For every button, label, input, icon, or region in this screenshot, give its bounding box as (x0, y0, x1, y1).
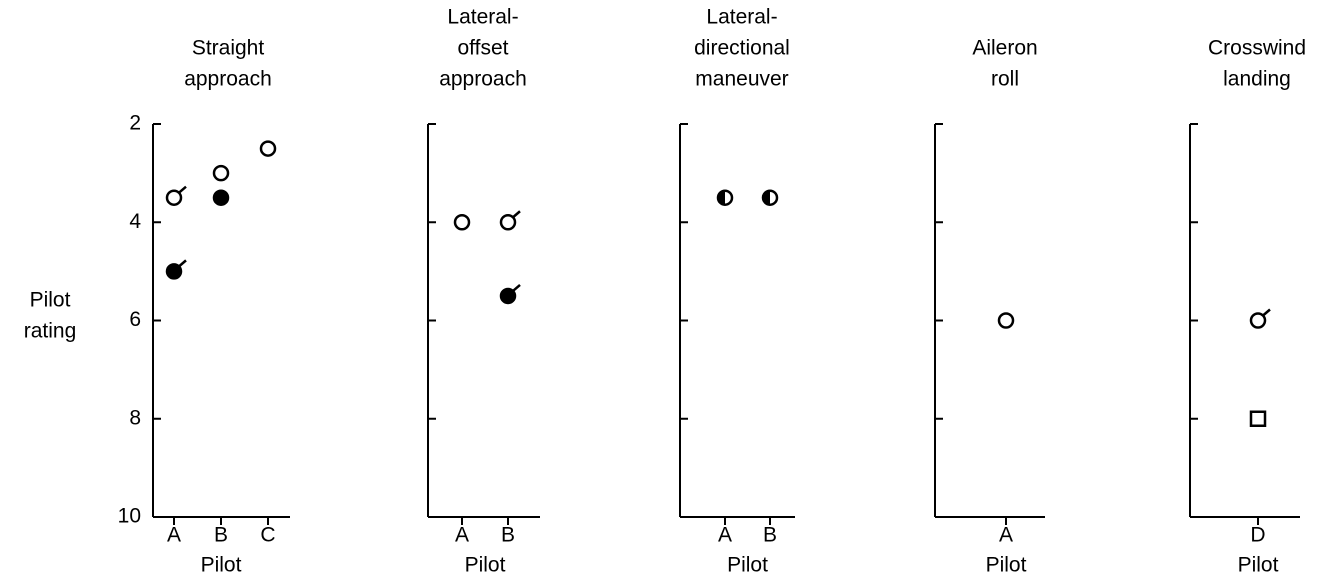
chart-title: Aileron (972, 37, 1037, 60)
chart-title: directional (694, 37, 790, 60)
marker-circle (259, 140, 277, 157)
chart-title: roll (991, 68, 1019, 91)
point (1249, 308, 1271, 329)
chart-title: approach (184, 68, 272, 91)
marker-circle (499, 214, 517, 231)
x-tick-label: B (763, 524, 777, 547)
x-tick-label: B (214, 524, 228, 547)
point (165, 259, 187, 280)
marker-half (718, 190, 725, 205)
marker-circle (499, 287, 517, 305)
x-tick-label: A (718, 524, 732, 547)
chart-title: landing (1223, 68, 1291, 91)
chart-title: Straight (192, 37, 265, 60)
point (453, 214, 471, 231)
chart-title: maneuver (695, 68, 788, 91)
chart-title: approach (439, 68, 527, 91)
y-axis-label: rating (24, 320, 77, 343)
flag (512, 210, 521, 219)
marker-circle (453, 214, 471, 231)
x-axis-label: Pilot (986, 554, 1027, 577)
point (499, 283, 521, 305)
y-tick-label: 10 (118, 505, 141, 528)
chart-title: Crosswind (1208, 37, 1306, 60)
point (716, 189, 734, 206)
point (761, 189, 779, 206)
x-tick-label: B (501, 524, 515, 547)
x-tick-label: D (1250, 524, 1265, 547)
point (997, 312, 1015, 329)
x-axis-label: Pilot (201, 554, 242, 577)
marker-half (763, 190, 770, 205)
marker-circle (212, 164, 230, 182)
point (165, 185, 187, 206)
y-tick-label: 4 (129, 210, 141, 233)
y-tick-label: 8 (129, 406, 141, 429)
marker-circle (165, 189, 183, 206)
marker-circle (212, 189, 230, 206)
x-tick-label: A (167, 524, 181, 547)
x-axis-label: Pilot (727, 554, 768, 577)
x-tick-label: C (260, 524, 275, 547)
point (499, 210, 521, 231)
point (212, 189, 230, 206)
marker-circle (997, 312, 1015, 329)
point (212, 164, 230, 182)
flag (178, 185, 187, 194)
flag (1262, 308, 1271, 317)
x-axis-label: Pilot (465, 554, 506, 577)
chart-title: Lateral- (447, 6, 518, 29)
y-axis-label: Pilot (30, 289, 71, 312)
x-tick-label: A (455, 524, 469, 547)
point (259, 140, 277, 157)
marker-circle (165, 263, 183, 280)
marker-square (1249, 410, 1267, 427)
chart-title: Lateral- (706, 6, 777, 29)
x-tick-label: A (999, 524, 1013, 547)
chart-title: offset (458, 37, 509, 60)
y-tick-label: 2 (129, 112, 141, 135)
y-tick-label: 6 (129, 308, 141, 331)
flag (178, 259, 187, 268)
marker-circle (1249, 312, 1267, 329)
flag (512, 283, 521, 292)
x-axis-label: Pilot (1238, 554, 1279, 577)
point (1249, 410, 1267, 427)
